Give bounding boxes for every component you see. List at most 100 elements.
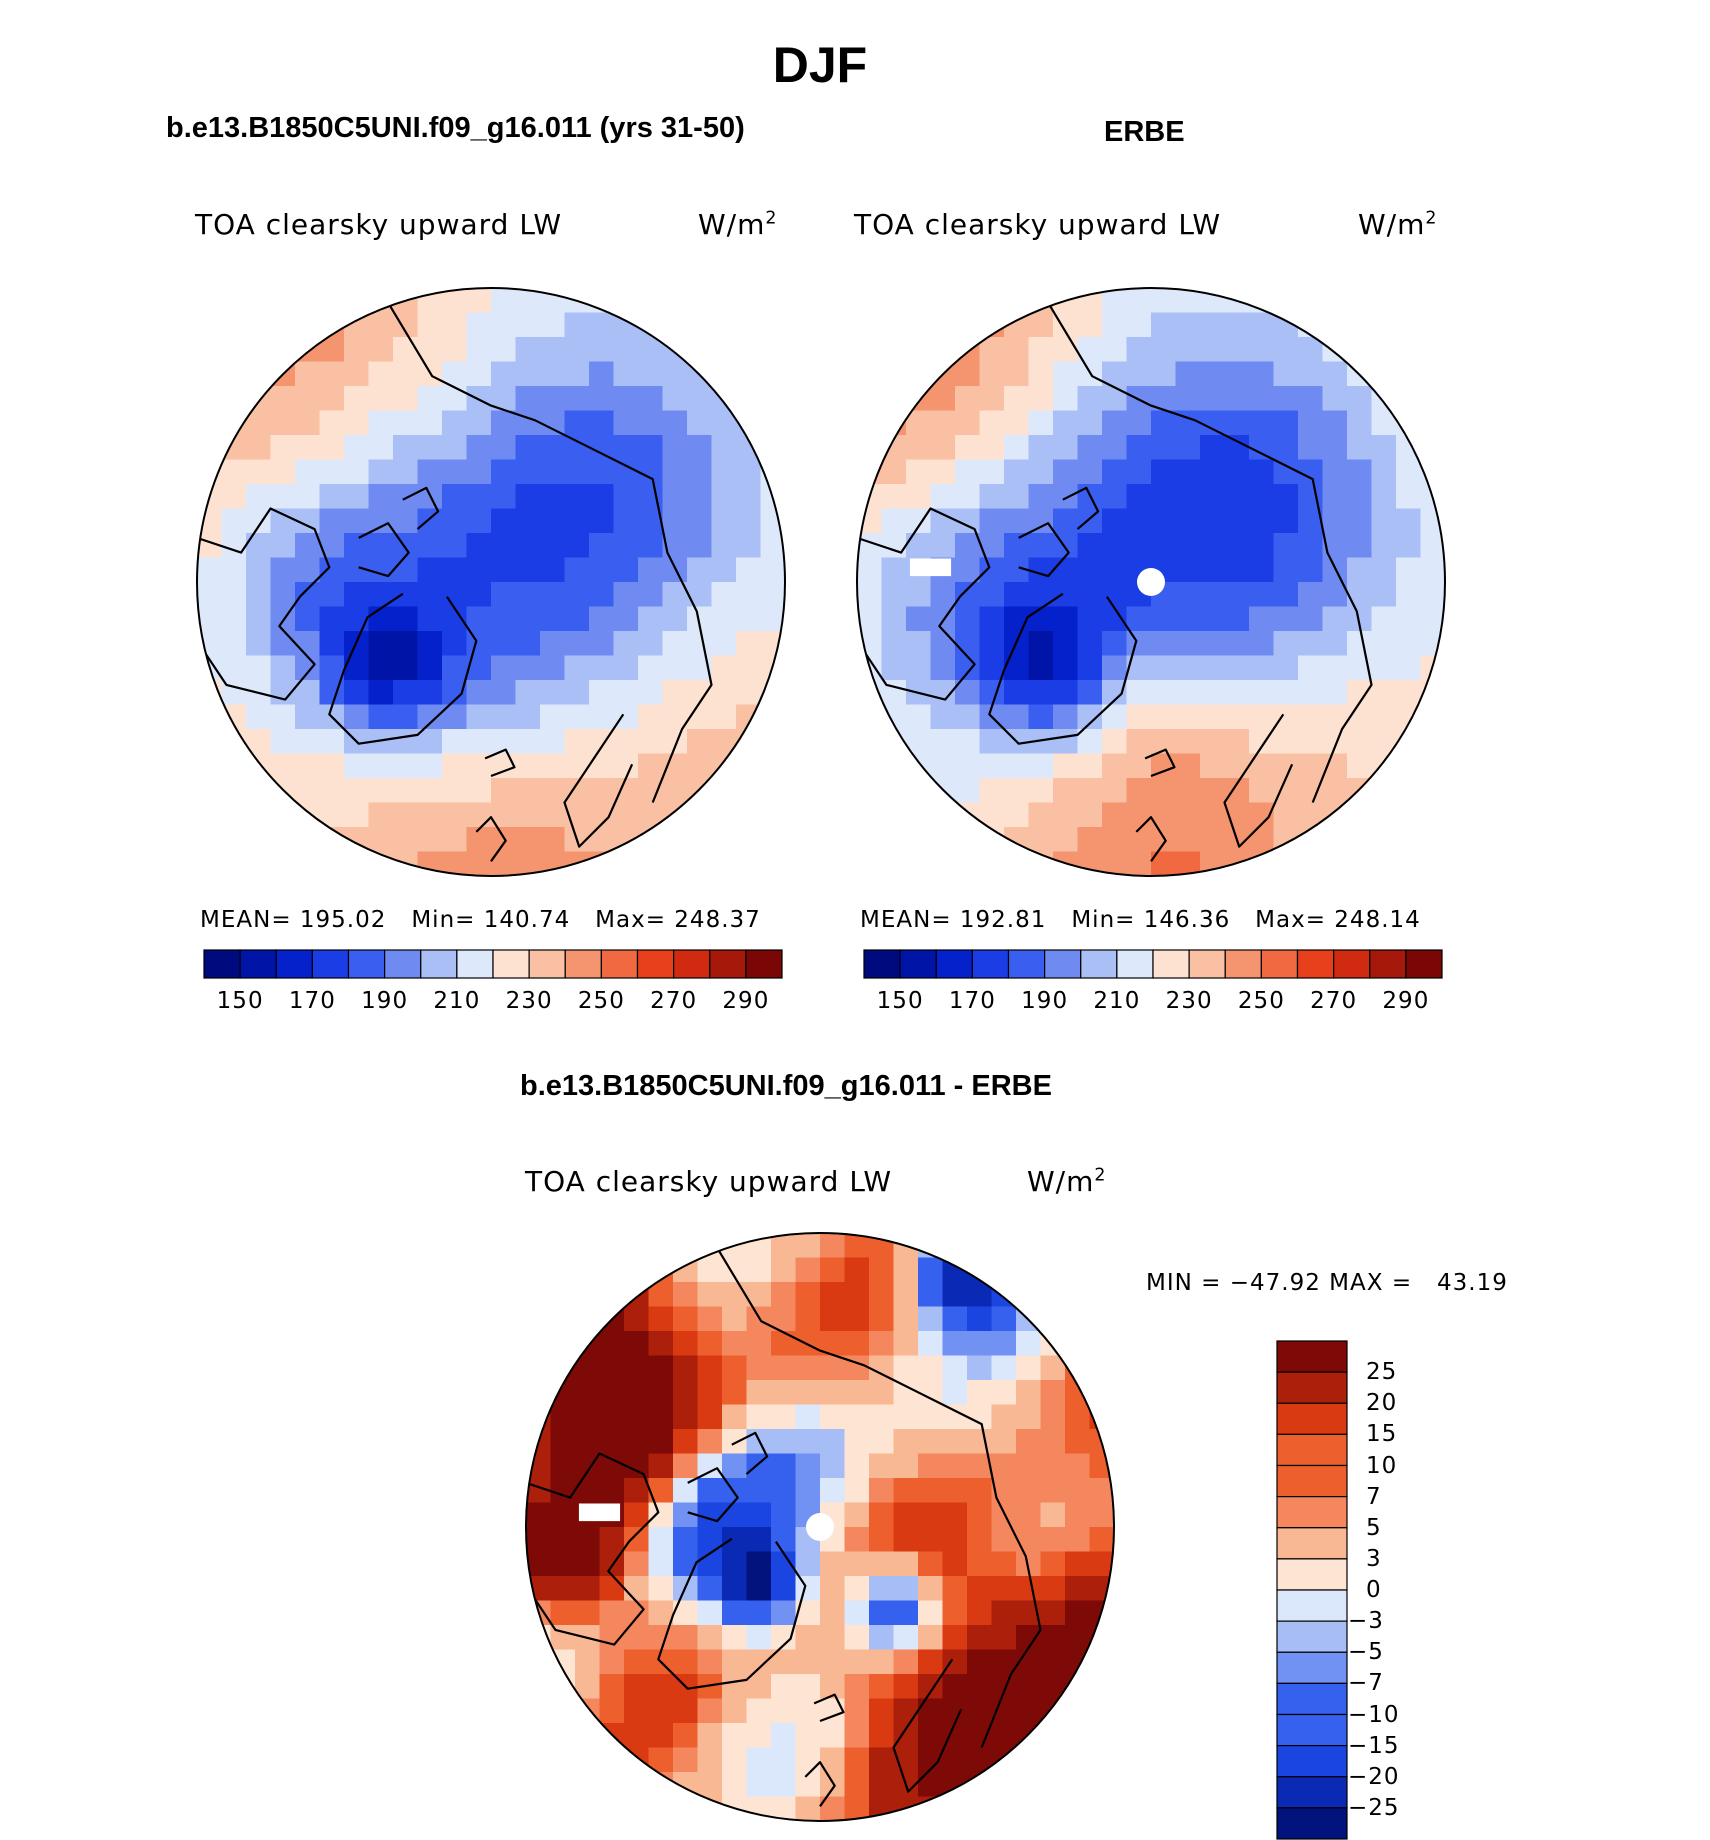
field-cell: [526, 1527, 552, 1553]
field-cell: [1065, 1502, 1091, 1528]
field-cell: [697, 1625, 723, 1651]
field-cell: [942, 1331, 968, 1357]
field-cell: [869, 1502, 895, 1528]
field-cell: [246, 631, 272, 657]
field-cell: [442, 533, 468, 559]
field-cell: [955, 557, 981, 583]
field-cell: [1175, 729, 1201, 755]
field-cell: [1322, 459, 1348, 485]
field-cell: [711, 606, 737, 632]
field-cell: [979, 753, 1005, 779]
field-cell: [564, 606, 590, 632]
field-cell: [613, 459, 639, 485]
field-cell: [844, 1723, 870, 1749]
colorbar-tick-label: 270: [650, 988, 698, 1014]
field-cell: [1273, 582, 1299, 608]
field-cell: [393, 337, 419, 363]
field-cell: [344, 361, 370, 387]
field-cell: [1200, 827, 1226, 853]
field-cell: [746, 1404, 772, 1430]
field-cell: [711, 557, 737, 583]
colorbar-cell: [709, 949, 747, 979]
field-cell: [662, 337, 688, 363]
field-cell: [197, 557, 223, 583]
field-cell: [662, 802, 688, 828]
field-cell: [820, 1453, 846, 1479]
field-cell: [967, 1600, 993, 1626]
field-cell: [687, 753, 713, 779]
coastline: [402, 486, 440, 530]
field-cell: [930, 704, 956, 730]
field-cell: [942, 1649, 968, 1675]
field-cell: [368, 704, 394, 730]
field-cell: [1322, 778, 1348, 804]
field-cell: [918, 1551, 944, 1577]
field-cell: [344, 386, 370, 412]
field-cell: [1224, 631, 1250, 657]
field-cell: [1322, 337, 1348, 363]
field-cell: [697, 1551, 723, 1577]
field-cell: [771, 1282, 797, 1308]
field-cell: [466, 557, 492, 583]
colorbar-cell: [745, 949, 783, 979]
field-cell: [491, 459, 517, 485]
field-cell: [246, 459, 272, 485]
field-cell: [673, 1355, 699, 1381]
field-cell: [648, 1380, 674, 1406]
field-cell: [393, 582, 419, 608]
field-cell: [1028, 704, 1054, 730]
field-cell: [746, 1649, 772, 1675]
field-cell: [1224, 508, 1250, 534]
field-cell: [918, 1478, 944, 1504]
coastline: [804, 1761, 836, 1807]
field-cell: [869, 1478, 895, 1504]
field-cell: [844, 1649, 870, 1675]
field-cell: [687, 508, 713, 534]
field-cell: [466, 851, 492, 876]
field-cell: [319, 655, 345, 681]
field-cell: [771, 1502, 797, 1528]
field-cell: [417, 459, 443, 485]
field-cell: [613, 361, 639, 387]
field-cell: [1151, 533, 1177, 559]
field-cell: [893, 1404, 919, 1430]
field-cell: [711, 655, 737, 681]
field-cell: [955, 435, 981, 461]
field-cell: [1200, 729, 1226, 755]
field-cell: [979, 680, 1005, 706]
colorbar-model: [203, 949, 783, 979]
field-cell: [1224, 753, 1250, 779]
field-cell: [466, 435, 492, 461]
field-cell: [491, 508, 517, 534]
field-cell: [746, 1331, 772, 1357]
field-cell: [722, 1380, 748, 1406]
colorbar-tick-label: −20: [1348, 1763, 1400, 1790]
colorbar-cell: [492, 949, 530, 979]
field-cell: [1077, 753, 1103, 779]
colorbar-ticks-obs: 150 170 190 210 230 250 270 290: [864, 988, 1442, 1018]
field-cell: [1053, 459, 1079, 485]
field-cell: [1102, 312, 1128, 338]
field-cell: [638, 484, 664, 510]
field-cell: [673, 1649, 699, 1675]
polar-missing-data: [1137, 568, 1165, 596]
field-cell: [918, 1600, 944, 1626]
field-cell: [1151, 361, 1177, 387]
field-cell: [1200, 802, 1226, 828]
field-cell: [991, 1306, 1017, 1332]
field-cell: [1273, 802, 1299, 828]
field-cell: [344, 680, 370, 706]
field-cell: [1396, 508, 1422, 534]
colorbar-obs: [863, 949, 1443, 979]
field-cell: [967, 1306, 993, 1332]
field-cell: [1298, 312, 1324, 338]
field-cell: [515, 533, 541, 559]
field-cell: [648, 1772, 674, 1798]
field-cell: [918, 1772, 944, 1798]
coastline: [387, 302, 713, 803]
field-cell: [1396, 606, 1422, 632]
field-cell: [1016, 1429, 1042, 1455]
field-cell: [295, 557, 321, 583]
field-cell: [221, 729, 247, 755]
field-cell: [771, 1772, 797, 1798]
